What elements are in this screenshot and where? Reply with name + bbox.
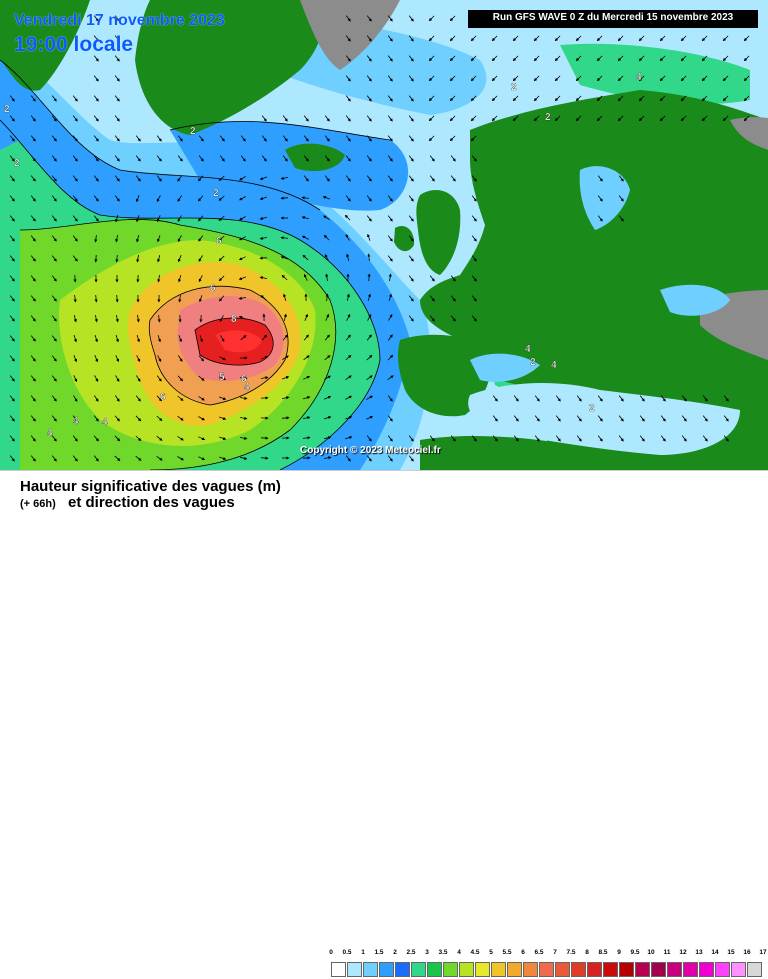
color-scale-swatch bbox=[699, 962, 714, 977]
color-scale-swatch bbox=[603, 962, 618, 977]
color-scale-tick: 8.5 bbox=[598, 949, 607, 956]
color-scale-tick: 13 bbox=[695, 949, 702, 956]
color-scale-swatch bbox=[715, 962, 730, 977]
legend: Hauteur significative des vagues (m) (+ … bbox=[0, 470, 768, 513]
color-scale-swatch bbox=[395, 962, 410, 977]
color-scale-swatch bbox=[507, 962, 522, 977]
color-scale-tick: 1.5 bbox=[374, 949, 383, 956]
color-scale-tick: 4 bbox=[457, 949, 461, 956]
color-scale-swatch bbox=[411, 962, 426, 977]
color-scale-tick: 12 bbox=[679, 949, 686, 956]
legend-subtitle: et direction des vagues bbox=[68, 494, 235, 511]
contour-label: 4 bbox=[47, 428, 53, 439]
color-scale-tick: 6 bbox=[521, 949, 525, 956]
color-scale-tick: 6.5 bbox=[534, 949, 543, 956]
legend-forecast-hours: (+ 66h) bbox=[20, 498, 56, 510]
color-scale-swatch bbox=[619, 962, 634, 977]
color-scale-tick: 1 bbox=[361, 949, 365, 956]
color-scale-tick: 16 bbox=[743, 949, 750, 956]
contour-label: 2 bbox=[545, 112, 551, 123]
contour-label: 8 bbox=[231, 314, 237, 325]
color-scale-swatch bbox=[747, 962, 762, 977]
contour-label: 5 bbox=[219, 372, 225, 383]
color-scale-swatch bbox=[555, 962, 570, 977]
contour-label: 2 bbox=[213, 188, 219, 199]
color-scale-tick: 14 bbox=[711, 949, 718, 956]
color-scale-tick: 2 bbox=[393, 949, 397, 956]
color-scale-tick: 0 bbox=[329, 949, 333, 956]
color-scale-tick: 3.5 bbox=[438, 949, 447, 956]
color-scale-tick: 17 bbox=[759, 949, 766, 956]
contour-label: 2 bbox=[511, 82, 517, 93]
color-scale-swatch bbox=[523, 962, 538, 977]
contour-label: 2 bbox=[530, 357, 536, 368]
color-scale-tick: 3 bbox=[425, 949, 429, 956]
color-scale-tick: 10 bbox=[647, 949, 654, 956]
contour-label: 4 bbox=[551, 360, 557, 371]
color-scale-swatch bbox=[363, 962, 378, 977]
color-scale-swatch bbox=[459, 962, 474, 977]
color-scale-swatch bbox=[539, 962, 554, 977]
contour-label: 4 bbox=[636, 72, 642, 83]
color-scale-swatch bbox=[491, 962, 506, 977]
color-scale-tick: 15 bbox=[727, 949, 734, 956]
color-scale-swatch bbox=[731, 962, 746, 977]
color-scale-tick: 8 bbox=[585, 949, 589, 956]
color-scale-tick: 7 bbox=[553, 949, 557, 956]
color-scale-tick: 2.5 bbox=[406, 949, 415, 956]
color-scale-swatch bbox=[331, 962, 346, 977]
legend-title: Hauteur significative des vagues (m) bbox=[20, 478, 281, 495]
color-scale-swatch bbox=[651, 962, 666, 977]
contour-label: 4 bbox=[102, 417, 108, 428]
contour-label: 2 bbox=[4, 104, 10, 115]
contour-label: 2 bbox=[190, 126, 196, 137]
color-scale-swatch bbox=[683, 962, 698, 977]
run-info-box: Run GFS WAVE 0 Z du Mercredi 15 novembre… bbox=[468, 10, 758, 28]
color-scale-swatch bbox=[427, 962, 442, 977]
color-scale-swatch bbox=[443, 962, 458, 977]
contour-label: 2 bbox=[14, 158, 20, 169]
color-scale-tick: 0.5 bbox=[342, 949, 351, 956]
color-scale-tick: 4.5 bbox=[470, 949, 479, 956]
color-scale-swatch bbox=[347, 962, 362, 977]
contour-label: 6 bbox=[160, 392, 166, 403]
color-scale-tick: 9.5 bbox=[630, 949, 639, 956]
color-scale-tick: 5.5 bbox=[502, 949, 511, 956]
contour-label: 4 bbox=[73, 416, 79, 427]
color-scale-tick: 11 bbox=[664, 949, 671, 956]
color-scale-ticks: 0 0.5 1 1.5 2 2.5 3 3.5 4 4.5 5 5.5 6 6.5 7 7.5 8 8.5 9 9.5… bbox=[331, 949, 751, 960]
forecast-time: 19:00 locale bbox=[14, 33, 133, 57]
contour-label: 6 bbox=[210, 283, 216, 294]
color-scale-swatch bbox=[475, 962, 490, 977]
color-scale-tick: 5 bbox=[489, 949, 493, 956]
color-scale-tick: 9 bbox=[617, 949, 621, 956]
color-scale-tick: 7.5 bbox=[566, 949, 575, 956]
run-info: Run GFS WAVE 0 Z du Mercredi 15 novembre… bbox=[468, 12, 758, 23]
copyright: Copyright © 2023 Meteociel.fr bbox=[300, 445, 441, 456]
color-scale-swatch bbox=[379, 962, 394, 977]
color-scale-swatch bbox=[571, 962, 586, 977]
color-scale-swatch bbox=[667, 962, 682, 977]
color-scale-swatch bbox=[587, 962, 602, 977]
forecast-date: Vendredi 17 novembre 2023 bbox=[14, 12, 225, 30]
color-scale-swatch bbox=[635, 962, 650, 977]
contour-label: 2 bbox=[589, 403, 595, 414]
contour-label: 4 bbox=[244, 382, 250, 393]
contour-label: 4 bbox=[525, 344, 531, 355]
color-scale: 0 0.5 1 1.5 2 2.5 3 3.5 4 4.5 5 5.5 6 6.5 7 7.5 8 8.5 9 9.5… bbox=[331, 949, 751, 979]
color-scale-bar bbox=[331, 962, 763, 977]
contour-label: 6 bbox=[216, 236, 222, 247]
